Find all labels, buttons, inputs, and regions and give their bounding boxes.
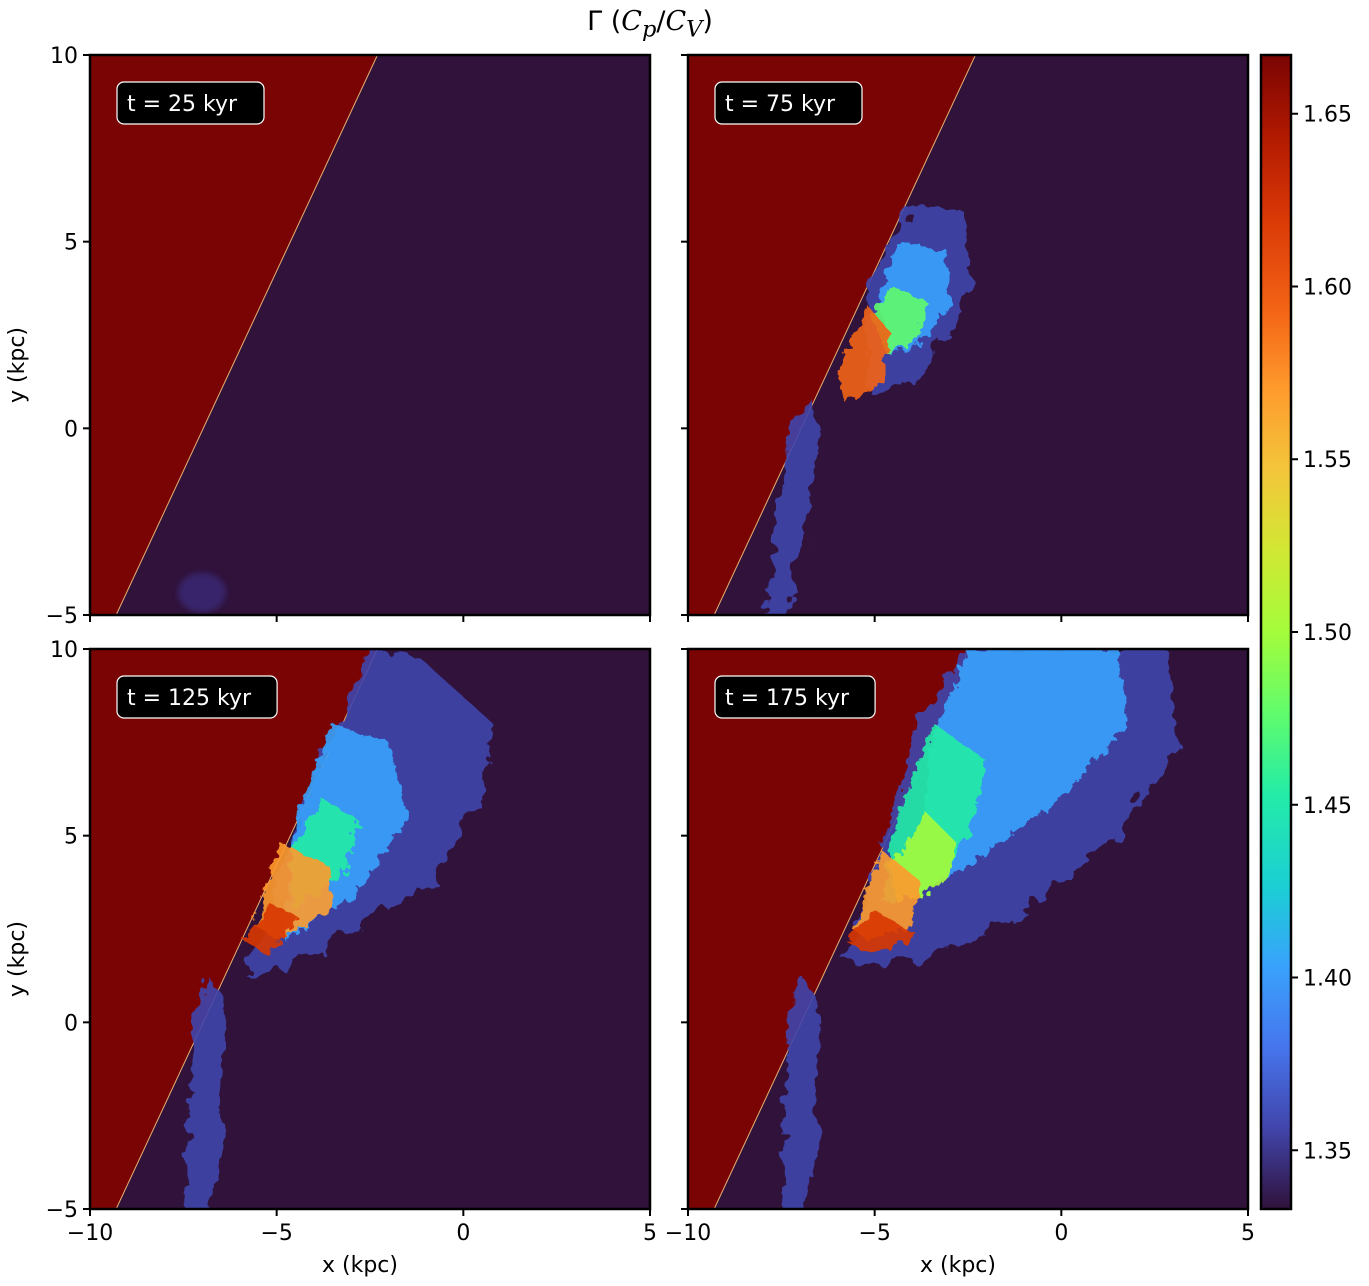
colorbar-tick-label: 1.35 (1303, 1139, 1352, 1164)
colorbar-gradient (1261, 55, 1291, 1209)
heatmap-left-region (688, 55, 976, 615)
plume-region (183, 977, 225, 1209)
colorbar-tick-label: 1.60 (1303, 275, 1352, 300)
time-label: t = 125 kyr (127, 686, 252, 711)
heatmap-left-region (90, 55, 378, 615)
y-tick-label: 10 (50, 44, 78, 69)
plume-region (844, 910, 920, 956)
heatmap-image (90, 55, 650, 615)
axes-frame (88, 647, 652, 1211)
x-tick-label: 5 (1241, 1221, 1255, 1246)
heatmap-left-region (90, 649, 378, 1209)
colorbar-tick-label: 1.45 (1303, 794, 1352, 819)
y-axis-label: y (kpc) (5, 327, 30, 403)
y-tick-label: −5 (46, 1198, 78, 1223)
panel-1: −5 0 5 10 y (kpc) t = 25 kyr (5, 44, 652, 629)
panel-4: −10 −5 0 5 x (kpc) t = 175 kyr (665, 647, 1255, 1278)
time-label: t = 75 kyr (725, 92, 836, 117)
x-tick-label: −5 (858, 1221, 890, 1246)
time-label-box (714, 675, 876, 719)
y-tick-label: 10 (50, 638, 78, 663)
axes-frame (686, 53, 1250, 617)
y-tick-label: 5 (64, 825, 78, 850)
x-tick-label: −10 (67, 1221, 113, 1246)
x-tick-label: 0 (456, 1221, 470, 1246)
time-label-box (116, 81, 265, 125)
plume-region (781, 977, 819, 1209)
heatmap-image (688, 649, 1248, 1209)
y-tick-label: 0 (64, 417, 78, 442)
heatmap-image (688, 55, 1248, 615)
y-axis-label: y (kpc) (5, 921, 30, 997)
colorbar: 1.35 1.40 1.45 1.50 1.55 1.60 1.65 (1259, 53, 1352, 1211)
y-tick-label: 0 (64, 1011, 78, 1036)
x-axis-label: x (kpc) (322, 1253, 398, 1278)
plume-region (243, 902, 300, 956)
time-label-box (116, 675, 278, 719)
colorbar-tick-label: 1.40 (1303, 967, 1352, 992)
time-label-box (714, 81, 863, 125)
plume-region (837, 305, 890, 403)
axes-frame (88, 53, 652, 617)
plume-region (766, 394, 819, 615)
x-tick-label: −5 (260, 1221, 292, 1246)
panel-2: t = 75 kyr (681, 53, 1250, 622)
colorbar-tick-label: 1.50 (1303, 621, 1352, 646)
bubble-blob (178, 572, 226, 613)
x-axis-label: x (kpc) (920, 1253, 996, 1278)
axes-frame (686, 647, 1250, 1211)
x-tick-label: −10 (665, 1221, 711, 1246)
colorbar-tick-label: 1.55 (1303, 448, 1352, 473)
time-label: t = 25 kyr (127, 92, 238, 117)
x-tick-label: 0 (1054, 1221, 1068, 1246)
y-tick-label: 5 (64, 231, 78, 256)
front-line (713, 55, 976, 615)
front-line (115, 55, 378, 615)
figure-title: Γ (Cp/CV) (587, 6, 713, 43)
time-label: t = 175 kyr (725, 686, 850, 711)
plume-region (919, 649, 1129, 892)
x-tick-label: 5 (643, 1221, 657, 1246)
colorbar-tick-label: 1.65 (1303, 103, 1352, 128)
y-tick-label: −5 (46, 604, 78, 629)
heatmap-image (90, 649, 650, 1209)
